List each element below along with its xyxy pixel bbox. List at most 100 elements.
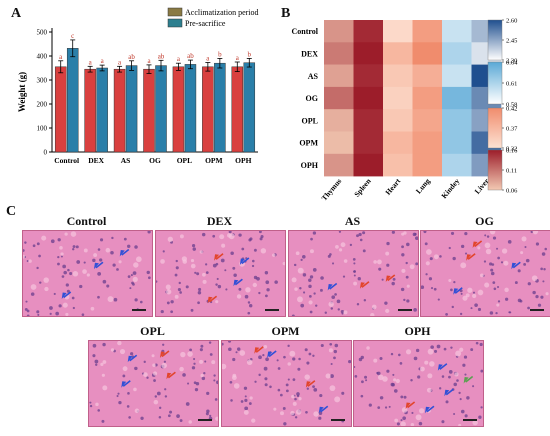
heatmap-cell-opm-heart [383,131,413,155]
nucleus [527,306,530,310]
vacuole [401,268,406,273]
nucleus [448,370,453,374]
tissue-background [156,231,285,316]
nucleus [464,414,468,418]
vacuole [260,248,267,254]
vacuole [403,231,407,235]
heatmap-cell-opl-kindey [442,109,472,132]
nucleus [182,373,186,377]
heatmap-cell-dex-heart [383,42,413,65]
nucleus [36,242,40,246]
vacuole [405,349,412,355]
nucleus [259,237,263,241]
arrow-blue [234,278,243,286]
heatmap-row-label: OPM [299,139,318,148]
nucleus [309,275,314,279]
nucleus [194,388,199,392]
bar-pre-opl [184,64,197,153]
nucleus [67,268,70,272]
colorbar-3 [487,107,503,149]
nucleus [296,394,300,398]
vacuole [313,411,319,417]
nucleus [308,295,312,298]
vacuole [280,411,284,416]
nucleus [464,373,467,376]
nucleus [495,311,498,315]
vacuole [406,284,410,288]
vacuole [239,350,246,356]
vacuole [504,287,509,293]
nucleus [464,252,468,255]
nucleus [294,416,298,419]
vacuole [400,421,406,426]
nucleus [312,385,315,389]
vacuole [328,348,333,353]
nucleus [101,419,105,423]
vacuole [215,300,219,304]
heatmap-cell-control-heart [383,20,413,43]
heatmap-cell-dex-lung [412,42,443,65]
nucleus [423,231,427,234]
nucleus [264,377,268,381]
nucleus [353,270,356,273]
nucleus [436,344,441,349]
vacuole [427,373,433,379]
heatmap-cell-opm-thymus [324,131,354,155]
nucleus [191,244,196,248]
vacuole [93,253,98,258]
scale-bar [398,309,412,311]
heatmap-row-label: Control [291,27,318,36]
nucleus [480,406,483,409]
nucleus [300,258,303,261]
nucleus [381,278,384,281]
nucleus [258,373,261,377]
arrow-head-red [159,351,165,358]
vacuole [228,233,235,240]
nucleus [170,310,174,314]
nucleus [477,307,482,312]
vacuole [477,289,484,296]
vacuole [479,273,484,278]
heatmap-cell-control-spleen [353,20,384,43]
nucleus [368,403,372,407]
vacuole [199,359,204,364]
nucleus [26,314,30,316]
nucleus [212,234,216,238]
nucleus [324,311,327,314]
vacuole [477,246,481,250]
nucleus [179,291,182,294]
nucleus [97,409,100,412]
arrow-green [465,375,474,383]
nucleus [334,293,337,296]
vacuole [174,294,179,299]
heatmap-row-label: AS [308,72,319,81]
nucleus [524,246,527,249]
nucleus [89,404,93,408]
nucleus [37,313,40,316]
y-tick-label: 300 [37,77,48,85]
nucleus [330,307,334,310]
nucleus [191,366,196,370]
vacuole [448,279,452,283]
nucleus [200,344,204,348]
nucleus [308,278,312,283]
nucleus [256,276,260,281]
arrow-head-green [463,377,469,384]
nucleus [439,387,442,390]
nucleus [258,291,261,295]
heatmap-cell-dex-kindey [442,42,472,65]
nucleus [203,372,206,375]
nucleus [214,398,218,401]
nucleus [400,287,405,292]
vacuole [294,287,298,291]
bar-accl-opm [202,66,214,153]
nucleus [544,247,548,251]
x-tick-label: Control [54,156,79,165]
legend-label: Pre-sacrifice [185,19,226,28]
micrograph-as [288,230,419,317]
nucleus [24,307,28,311]
colorbar-tick-label: 0.42 [506,106,517,113]
arrow-head-blue [239,258,245,265]
nucleus [76,260,81,264]
